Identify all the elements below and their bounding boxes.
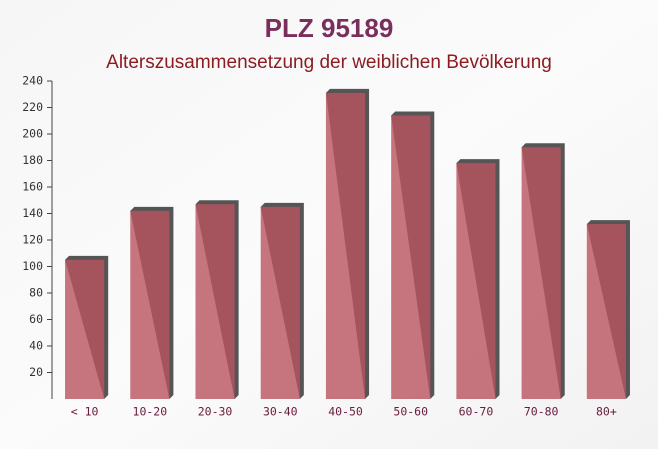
bar xyxy=(521,147,561,399)
chart-subtitle: Alterszusammensetzung der weiblichen Bev… xyxy=(106,52,552,73)
bar xyxy=(260,206,300,399)
y-tick-label: 100 xyxy=(22,259,43,273)
bar xyxy=(586,224,626,399)
y-tick-label: 240 xyxy=(22,74,43,88)
bar xyxy=(195,204,235,399)
x-tick-label: 20-30 xyxy=(198,405,233,419)
x-tick-label: 70-80 xyxy=(524,405,559,419)
x-tick-label: 10-20 xyxy=(133,405,168,419)
y-tick-label: 140 xyxy=(22,206,43,220)
x-tick-label: 30-40 xyxy=(263,405,298,419)
y-tick-label: 20 xyxy=(29,365,43,379)
chart-title: PLZ 95189 xyxy=(265,13,394,43)
y-tick-label: 120 xyxy=(22,233,43,247)
x-tick-label: 40-50 xyxy=(328,405,363,419)
y-tick-label: 60 xyxy=(29,312,43,326)
y-tick-label: 160 xyxy=(22,180,43,194)
y-tick-label: 200 xyxy=(22,127,43,141)
x-tick-label: 50-60 xyxy=(393,405,428,419)
x-tick-label: < 10 xyxy=(71,405,99,419)
bar xyxy=(456,163,496,399)
y-tick-label: 220 xyxy=(22,100,43,114)
bar xyxy=(130,210,170,399)
bar xyxy=(325,92,366,400)
bar xyxy=(65,259,105,399)
y-tick-label: 80 xyxy=(29,286,43,300)
x-tick-label: 60-70 xyxy=(459,405,494,419)
bar xyxy=(391,115,431,399)
y-tick-label: 180 xyxy=(22,153,43,167)
y-tick-label: 40 xyxy=(29,339,43,353)
x-tick-label: 80+ xyxy=(596,405,617,419)
